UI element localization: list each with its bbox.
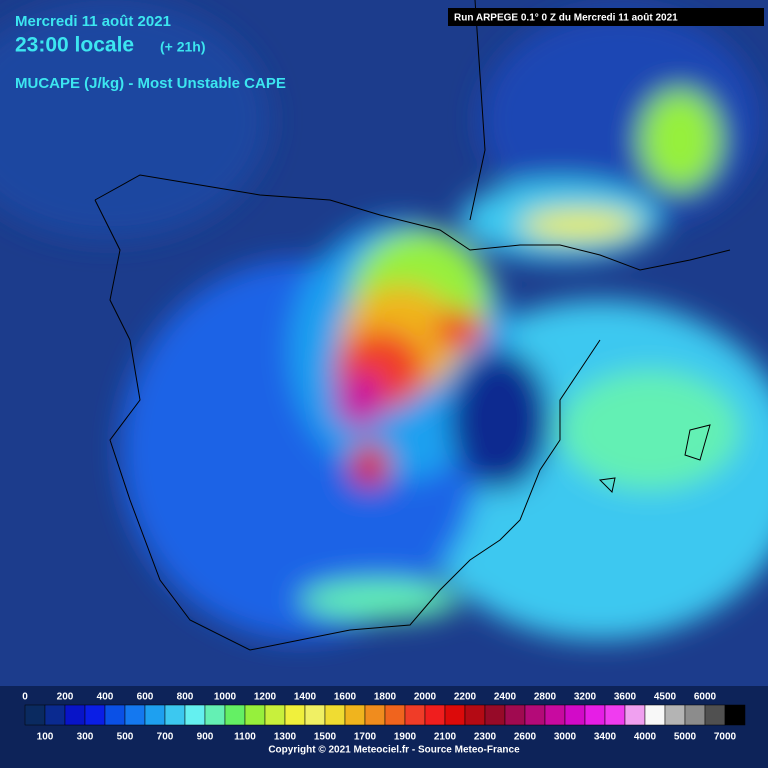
scale-label: 2100 bbox=[434, 732, 457, 743]
scale-swatch bbox=[124, 704, 146, 726]
scale-label: 3600 bbox=[614, 692, 637, 703]
scale-label: 6000 bbox=[694, 692, 717, 703]
scale-label: 1100 bbox=[234, 732, 256, 743]
scale-label: 3000 bbox=[554, 732, 577, 743]
scale-swatch bbox=[144, 704, 166, 726]
scale-swatch bbox=[24, 704, 46, 726]
scale-label: 2200 bbox=[454, 692, 477, 703]
scale-swatch bbox=[304, 704, 326, 726]
scale-label: 400 bbox=[97, 692, 114, 703]
scale-swatch bbox=[104, 704, 126, 726]
scale-label: 1500 bbox=[314, 732, 337, 743]
scale-swatch bbox=[444, 704, 466, 726]
scale-swatch bbox=[704, 704, 726, 726]
scale-label: 2600 bbox=[514, 732, 537, 743]
scale-swatch bbox=[464, 704, 486, 726]
scale-label: 300 bbox=[77, 732, 94, 743]
scale-swatch bbox=[364, 704, 386, 726]
scale-swatch bbox=[664, 704, 686, 726]
scale-swatch bbox=[184, 704, 206, 726]
scale-label: 3200 bbox=[574, 692, 597, 703]
scale-swatch bbox=[404, 704, 426, 726]
scale-label: 1600 bbox=[334, 692, 357, 703]
scale-label: 1900 bbox=[394, 732, 417, 743]
color-scale: 0 100 200 300 400 500 600 700 800 900 1000 1100 1200… bbox=[22, 692, 746, 743]
copyright: Copyright © 2021 Meteociel.fr - Source M… bbox=[268, 745, 520, 756]
scale-label: 0 bbox=[22, 692, 28, 703]
scale-swatch bbox=[224, 704, 246, 726]
scale-label: 700 bbox=[157, 732, 174, 743]
scale-label: 1200 bbox=[254, 692, 277, 703]
scale-swatch bbox=[644, 704, 666, 726]
scale-label: 2300 bbox=[474, 732, 497, 743]
scale-swatch bbox=[544, 704, 566, 726]
scale-swatch bbox=[64, 704, 86, 726]
scale-label: 200 bbox=[57, 692, 74, 703]
time-label: 23:00 locale bbox=[15, 34, 134, 57]
borders bbox=[94, 0, 731, 651]
scale-label: 1300 bbox=[274, 732, 297, 743]
run-box bbox=[448, 8, 764, 26]
scale-label: 1000 bbox=[214, 692, 237, 703]
scale-swatch bbox=[384, 704, 406, 726]
scale-label: 600 bbox=[137, 692, 154, 703]
scale-label: 4500 bbox=[654, 692, 677, 703]
scale-swatch bbox=[164, 704, 186, 726]
scale-label: 5000 bbox=[674, 732, 697, 743]
cape-field bbox=[0, 0, 768, 640]
scale-swatch bbox=[44, 704, 66, 726]
scale-swatch bbox=[324, 704, 346, 726]
scale-label: 1400 bbox=[294, 692, 317, 703]
scale-swatch bbox=[564, 704, 586, 726]
scale-swatch bbox=[684, 704, 706, 726]
scale-swatch bbox=[264, 704, 286, 726]
scale-swatch bbox=[504, 704, 526, 726]
scale-swatch bbox=[604, 704, 626, 726]
scale-panel bbox=[0, 686, 768, 768]
parameter-label: MUCAPE (J/kg) - Most Unstable CAPE bbox=[15, 75, 286, 92]
run-label: Run ARPEGE 0.1° 0 Z du Mercredi 11 août … bbox=[454, 13, 678, 24]
scale-swatch bbox=[284, 704, 306, 726]
offset-label: (+ 21h) bbox=[160, 39, 206, 55]
scale-label: 800 bbox=[177, 692, 194, 703]
scale-swatch bbox=[344, 704, 366, 726]
scale-swatch bbox=[84, 704, 106, 726]
scale-swatch bbox=[624, 704, 646, 726]
scale-swatch bbox=[204, 704, 226, 726]
date-label: Mercredi 11 août 2021 bbox=[15, 13, 171, 30]
scale-label: 4000 bbox=[634, 732, 657, 743]
scale-label: 500 bbox=[117, 732, 134, 743]
scale-label: 100 bbox=[37, 732, 54, 743]
scale-label: 1800 bbox=[374, 692, 397, 703]
scale-label: 2000 bbox=[414, 692, 437, 703]
scale-swatch bbox=[584, 704, 606, 726]
scale-label: 2800 bbox=[534, 692, 557, 703]
scale-label: 2400 bbox=[494, 692, 517, 703]
scale-swatch bbox=[424, 704, 446, 726]
scale-swatch bbox=[484, 704, 506, 726]
scale-swatch bbox=[524, 704, 546, 726]
scale-label: 1700 bbox=[354, 732, 377, 743]
scale-swatch bbox=[724, 704, 746, 726]
scale-label: 3400 bbox=[594, 732, 617, 743]
scale-swatch bbox=[244, 704, 266, 726]
scale-label: 900 bbox=[197, 732, 214, 743]
scale-label: 7000 bbox=[714, 732, 737, 743]
